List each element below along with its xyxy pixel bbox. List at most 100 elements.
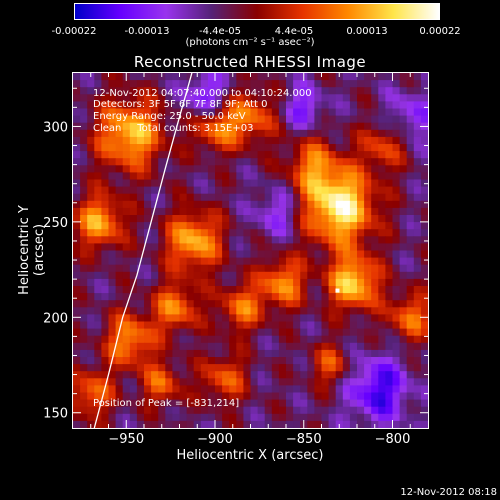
heatmap-cell [94, 158, 102, 166]
heatmap-cell [80, 122, 88, 131]
heatmap-cell [158, 300, 166, 308]
heatmap-cell [392, 158, 400, 166]
heatmap-cell [378, 158, 386, 166]
heatmap-cell [101, 186, 109, 195]
heatmap-cell [136, 300, 145, 308]
detectors-annotation: Detectors: 3F 5F 6F 7F 8F 9F; Att 0 [93, 99, 268, 110]
heatmap-cell [151, 307, 159, 315]
heatmap-cell [236, 101, 244, 109]
heatmap-cell [243, 129, 251, 138]
heatmap-cell [236, 243, 244, 251]
heatmap-cell [357, 122, 365, 131]
heatmap-cell [286, 165, 294, 173]
heatmap-cell [385, 321, 393, 329]
heatmap-cell [236, 165, 244, 173]
heatmap-cell [108, 300, 116, 308]
heatmap-cell [342, 413, 351, 422]
heatmap-cell [215, 357, 223, 365]
heatmap-cell [349, 349, 358, 358]
heatmap-cell [264, 307, 273, 315]
heatmap-cell [321, 80, 329, 88]
heatmap-cell [293, 158, 301, 166]
heatmap-cell [328, 101, 337, 109]
heatmap-cell [129, 293, 138, 301]
heatmap-cell [222, 349, 230, 358]
heatmap-cell [229, 222, 237, 230]
heatmap-cell [165, 342, 173, 351]
heatmap-cell [300, 357, 308, 365]
heatmap-cell [151, 229, 159, 237]
heatmap-cell [413, 420, 422, 428]
heatmap-cell [94, 207, 102, 216]
heatmap-cell [278, 371, 287, 379]
heatmap-cell [243, 250, 251, 258]
heatmap-cell [413, 101, 422, 109]
heatmap-cell [250, 80, 258, 88]
heatmap-cell [392, 115, 400, 124]
heatmap-cell [420, 349, 428, 358]
heatmap-cell [385, 257, 393, 266]
heatmap-cell [385, 108, 393, 116]
heatmap-cell [179, 73, 187, 81]
heatmap-cell [385, 158, 393, 166]
heatmap-cell [314, 87, 322, 95]
heatmap-cell [371, 172, 379, 180]
heatmap-cell [129, 186, 138, 195]
heatmap-cell [378, 94, 386, 102]
heatmap-cell [144, 151, 152, 159]
heatmap-cell [399, 349, 408, 358]
heatmap-cell [207, 335, 216, 344]
heatmap-cell [264, 357, 273, 365]
heatmap-cell [399, 129, 408, 138]
heatmap-cell [307, 357, 315, 365]
heatmap-cell [94, 264, 102, 273]
heatmap-cell [300, 108, 308, 116]
heatmap-cell [94, 378, 102, 386]
heatmap-cell [122, 250, 131, 258]
heatmap-cell [243, 321, 251, 329]
heatmap-cell [122, 371, 131, 379]
heatmap-cell [335, 165, 344, 173]
heatmap-cell [342, 122, 351, 131]
heatmap-cell [215, 122, 223, 131]
heatmap-cell [300, 413, 308, 422]
heatmap-cell [307, 378, 315, 386]
heatmap-cell [115, 257, 124, 266]
heatmap-cell [349, 307, 358, 315]
heatmap-cell [293, 129, 301, 138]
heatmap-cell [349, 300, 358, 308]
heatmap-cell [129, 413, 138, 422]
heatmap-cell [357, 413, 365, 422]
heatmap-cell [328, 342, 337, 351]
heatmap-cell [335, 207, 344, 216]
heatmap-cell [307, 80, 315, 88]
heatmap-cell [94, 371, 102, 379]
heatmap-cell [236, 293, 244, 301]
heatmap-cell [193, 278, 202, 287]
heatmap-cell [186, 250, 195, 258]
heatmap-cell [335, 243, 344, 251]
heatmap-cell [179, 328, 187, 337]
heatmap-cell [165, 179, 173, 187]
heatmap-cell [264, 271, 273, 280]
heatmap-cell [87, 300, 95, 308]
heatmap-cell [136, 80, 145, 88]
heatmap-cell [222, 236, 230, 244]
heatmap-cell [207, 392, 216, 400]
heatmap-cell [222, 215, 230, 223]
heatmap-cell [179, 357, 187, 365]
heatmap-cell [257, 406, 266, 415]
heatmap-cell [378, 172, 386, 180]
heatmap-cell [108, 264, 116, 273]
heatmap-cell [250, 179, 258, 187]
heatmap-cell [229, 321, 237, 329]
heatmap-cell [73, 94, 81, 102]
heatmap-cell [300, 229, 308, 237]
heatmap-cell [250, 357, 258, 365]
heatmap-cell [87, 243, 95, 251]
heatmap-cell [413, 229, 422, 237]
heatmap-cell [413, 264, 422, 273]
heatmap-cell [364, 179, 372, 187]
heatmap-cell [328, 136, 337, 145]
heatmap-cell [186, 286, 195, 294]
